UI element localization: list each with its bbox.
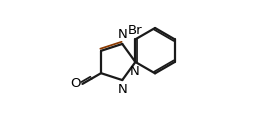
Text: Br: Br: [128, 24, 143, 37]
Text: N: N: [130, 65, 140, 78]
Text: O: O: [70, 77, 81, 90]
Text: N: N: [118, 83, 128, 96]
Text: N: N: [118, 28, 128, 41]
